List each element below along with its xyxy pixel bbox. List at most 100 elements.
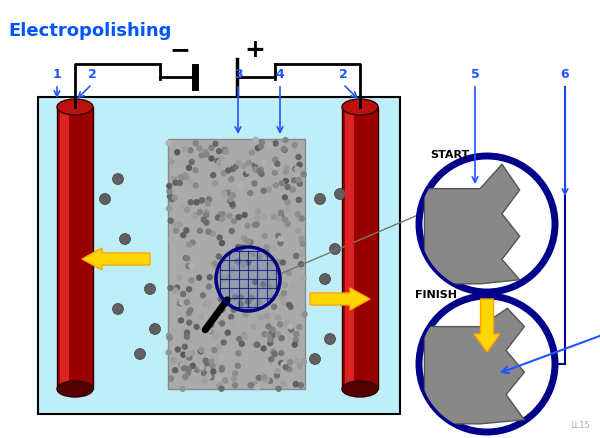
Circle shape <box>281 362 286 367</box>
Circle shape <box>223 378 228 383</box>
Circle shape <box>184 208 190 213</box>
Circle shape <box>284 166 289 171</box>
Circle shape <box>166 141 171 146</box>
Circle shape <box>228 197 233 202</box>
Circle shape <box>275 332 280 336</box>
Circle shape <box>245 224 250 229</box>
Circle shape <box>272 186 277 191</box>
Circle shape <box>236 215 241 220</box>
Circle shape <box>294 171 299 177</box>
Circle shape <box>182 366 187 371</box>
Circle shape <box>231 307 236 313</box>
Circle shape <box>181 292 185 297</box>
Circle shape <box>134 349 146 360</box>
Circle shape <box>217 149 221 154</box>
Circle shape <box>239 342 244 346</box>
Circle shape <box>284 321 289 327</box>
Text: 2: 2 <box>88 68 97 81</box>
Circle shape <box>210 364 215 369</box>
Circle shape <box>300 251 305 257</box>
Circle shape <box>221 191 227 197</box>
Circle shape <box>264 245 269 250</box>
Circle shape <box>225 254 230 259</box>
Circle shape <box>227 214 232 219</box>
Circle shape <box>218 319 223 324</box>
Circle shape <box>268 378 272 384</box>
Circle shape <box>172 196 177 201</box>
Circle shape <box>238 302 244 307</box>
Circle shape <box>233 371 238 376</box>
Circle shape <box>220 212 225 217</box>
Circle shape <box>256 375 262 381</box>
Circle shape <box>212 348 217 353</box>
Circle shape <box>296 167 301 172</box>
Circle shape <box>282 148 287 153</box>
Circle shape <box>182 148 187 152</box>
Circle shape <box>229 229 234 234</box>
Circle shape <box>166 350 171 355</box>
Circle shape <box>220 241 224 246</box>
Circle shape <box>209 359 214 364</box>
Circle shape <box>204 153 209 158</box>
Text: 1: 1 <box>53 68 61 81</box>
Circle shape <box>282 283 287 288</box>
Circle shape <box>220 321 224 326</box>
Circle shape <box>233 295 238 300</box>
Circle shape <box>206 303 211 308</box>
Circle shape <box>299 262 304 267</box>
Circle shape <box>245 169 251 174</box>
Circle shape <box>293 338 298 343</box>
Circle shape <box>290 188 295 193</box>
Circle shape <box>271 215 276 220</box>
Circle shape <box>285 201 290 205</box>
Circle shape <box>244 172 248 177</box>
Circle shape <box>271 296 275 300</box>
Circle shape <box>279 336 284 341</box>
Circle shape <box>172 358 176 363</box>
Circle shape <box>269 330 275 335</box>
Circle shape <box>187 367 191 372</box>
Circle shape <box>199 314 204 319</box>
Circle shape <box>226 169 231 173</box>
Circle shape <box>249 296 254 300</box>
Circle shape <box>262 299 266 304</box>
Circle shape <box>287 360 293 365</box>
Circle shape <box>203 150 208 155</box>
Circle shape <box>205 201 210 206</box>
Circle shape <box>217 236 222 240</box>
Circle shape <box>297 325 302 330</box>
Circle shape <box>110 254 121 265</box>
Circle shape <box>292 143 297 148</box>
Circle shape <box>259 172 264 177</box>
Circle shape <box>419 157 555 292</box>
Circle shape <box>199 154 204 159</box>
Circle shape <box>248 240 253 245</box>
Circle shape <box>273 141 278 147</box>
Circle shape <box>293 382 298 387</box>
Circle shape <box>264 249 269 254</box>
Circle shape <box>226 275 231 280</box>
Circle shape <box>201 218 206 223</box>
Circle shape <box>172 176 176 180</box>
Circle shape <box>257 170 262 174</box>
Circle shape <box>279 295 284 300</box>
Circle shape <box>258 315 263 320</box>
Circle shape <box>239 246 244 251</box>
Circle shape <box>175 347 181 352</box>
Circle shape <box>271 164 276 169</box>
Circle shape <box>183 173 188 178</box>
Circle shape <box>188 200 193 205</box>
Circle shape <box>190 287 195 292</box>
Circle shape <box>299 240 304 245</box>
Circle shape <box>266 187 271 193</box>
Circle shape <box>289 327 293 332</box>
Circle shape <box>254 304 259 309</box>
Circle shape <box>278 322 283 327</box>
Circle shape <box>149 324 161 335</box>
Circle shape <box>252 181 257 187</box>
Circle shape <box>217 161 221 166</box>
Circle shape <box>209 375 214 380</box>
Bar <box>345 108 354 389</box>
Circle shape <box>169 376 173 381</box>
Circle shape <box>265 314 270 319</box>
